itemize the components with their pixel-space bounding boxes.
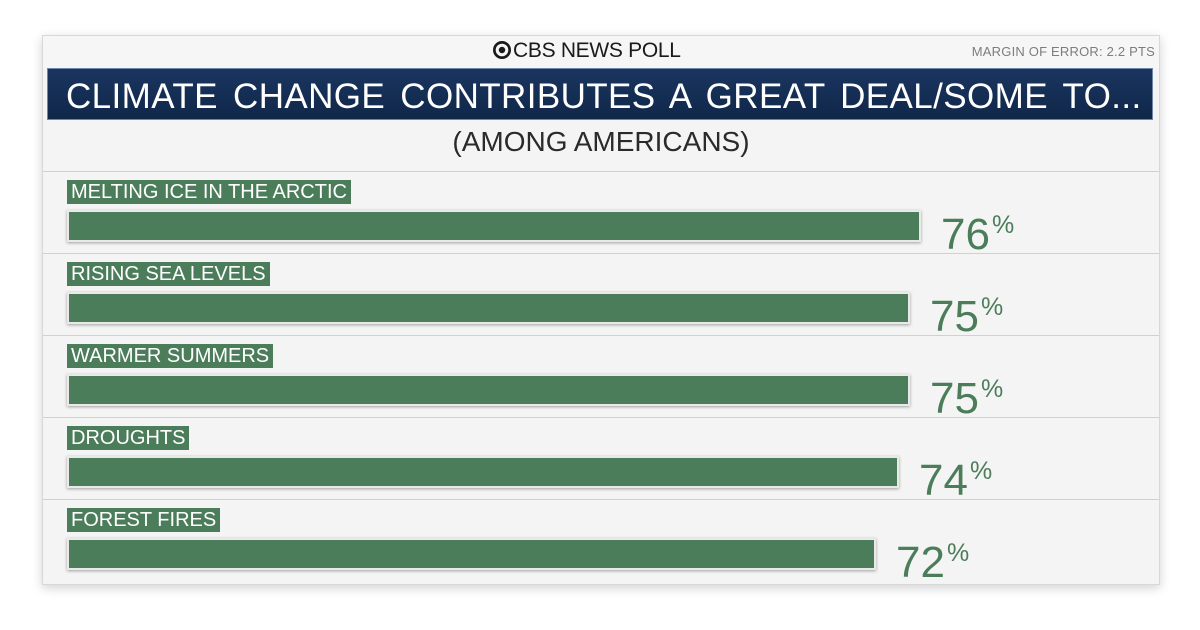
title-band: CLIMATE CHANGE CONTRIBUTES A GREAT DEAL/…: [47, 68, 1153, 120]
category-label: RISING SEA LEVELS: [67, 262, 270, 286]
bar-row: DROUGHTS 74%: [43, 417, 1159, 504]
category-label: FOREST FIRES: [67, 508, 221, 532]
value-label: 76%: [941, 210, 1015, 259]
value-label: 74%: [919, 456, 993, 505]
bar-row: RISING SEA LEVELS 75%: [43, 253, 1159, 340]
brand-text: CBS NEWS POLL: [513, 39, 681, 62]
brand-logo: CBS NEWS POLL: [493, 39, 681, 63]
bar: [67, 456, 899, 488]
cbs-eye-icon: [493, 41, 511, 59]
chart-subtitle: (AMONG AMERICANS): [452, 126, 750, 157]
category-label: DROUGHTS: [67, 426, 190, 450]
bar: [67, 374, 910, 406]
margin-of-error: MARGIN OF ERROR: 2.2 PTS: [971, 44, 1155, 59]
bar-row: WARMER SUMMERS 75%: [43, 335, 1159, 422]
value-label: 75%: [930, 374, 1004, 423]
category-label: MELTING ICE IN THE ARCTIC: [67, 180, 351, 204]
value-label: 75%: [930, 292, 1004, 341]
poll-card: CBS NEWS POLL MARGIN OF ERROR: 2.2 PTS C…: [42, 35, 1160, 586]
bar-row: FOREST FIRES 72%: [43, 499, 1159, 586]
bar: [67, 292, 910, 324]
bar: [67, 210, 921, 242]
chart-title: CLIMATE CHANGE CONTRIBUTES A GREAT DEAL/…: [66, 77, 1142, 116]
bar: [67, 538, 876, 570]
value-label: 72%: [896, 538, 970, 587]
bar-row: MELTING ICE IN THE ARCTIC 76%: [43, 171, 1159, 258]
category-label: WARMER SUMMERS: [67, 344, 274, 368]
bar-rows: MELTING ICE IN THE ARCTIC 76% RISING SEA L…: [43, 171, 1159, 586]
poll-header: CBS NEWS POLL MARGIN OF ERROR: 2.2 PTS: [43, 36, 1159, 68]
